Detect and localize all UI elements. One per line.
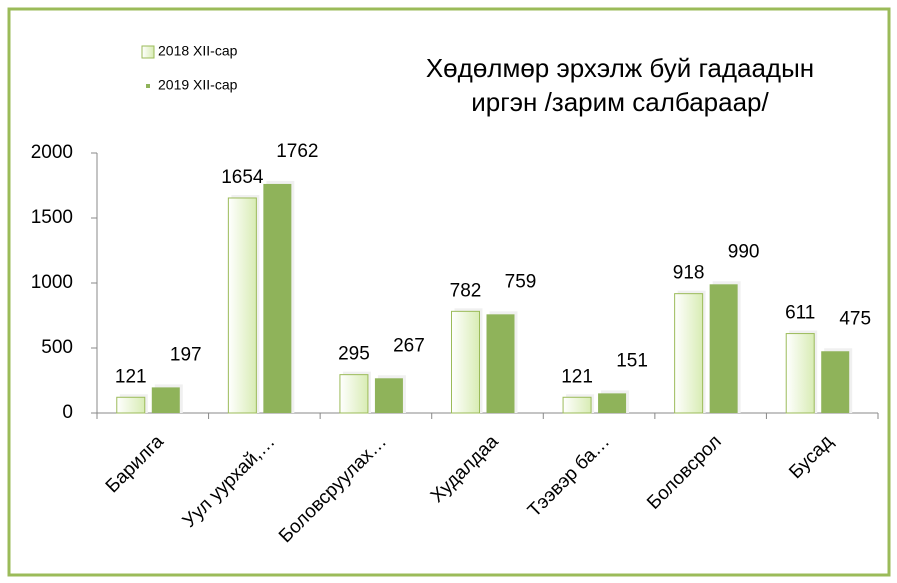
- chart-title: Хөдөлмөр эрхэлж буй гадаадын: [426, 53, 814, 83]
- bar: [151, 387, 180, 413]
- data-label: 121: [561, 366, 593, 387]
- data-label: 475: [839, 308, 871, 329]
- data-label: 782: [450, 280, 482, 301]
- data-label: 267: [393, 335, 425, 356]
- bar: [486, 314, 515, 413]
- bar: [562, 396, 592, 414]
- data-label: 990: [728, 241, 760, 262]
- legend-swatch: [141, 45, 155, 59]
- bar: [116, 396, 146, 414]
- bar: [821, 351, 850, 413]
- legend-label: 2019 XII-сар: [158, 77, 238, 93]
- y-tick-label: 0: [62, 402, 73, 423]
- data-label: 1762: [276, 141, 318, 162]
- bar: [785, 333, 815, 414]
- bar: [263, 183, 292, 413]
- chart-title: иргэн /зарим салбараар/: [471, 87, 769, 117]
- y-tick-label: 1500: [31, 207, 73, 228]
- y-tick-label: 1000: [31, 272, 73, 293]
- bar: [674, 293, 704, 414]
- bar: [227, 197, 257, 414]
- legend-label: 2018 XII-сар: [158, 43, 238, 59]
- y-tick-label: 2000: [31, 142, 73, 163]
- bar: [598, 393, 627, 413]
- legend-swatch: [146, 84, 150, 88]
- data-label: 197: [170, 344, 202, 365]
- bar: [339, 374, 369, 414]
- data-label: 918: [673, 263, 705, 284]
- data-label: 295: [338, 344, 370, 365]
- bar: [451, 310, 480, 414]
- data-label: 611: [785, 303, 815, 324]
- data-label: 759: [505, 271, 537, 292]
- frame: [7, 7, 891, 577]
- y-tick-label: 500: [41, 337, 73, 358]
- data-label: 151: [616, 350, 648, 371]
- bar: [709, 284, 738, 413]
- bar: [374, 378, 403, 413]
- data-label: 1654: [221, 167, 264, 188]
- data-label: 121: [115, 366, 147, 387]
